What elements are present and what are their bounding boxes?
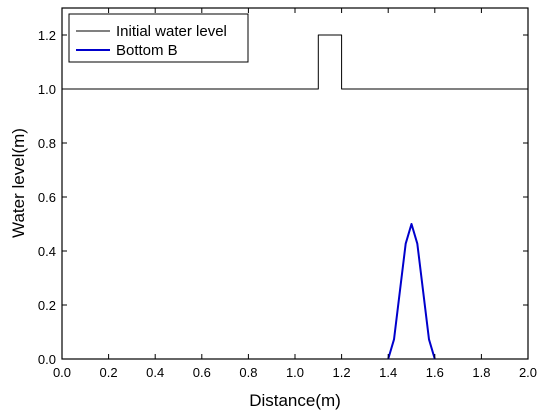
y-tick-label: 0.8	[38, 136, 56, 151]
legend-label-initial-water-level: Initial water level	[116, 23, 227, 40]
x-axis-title: Distance(m)	[249, 391, 341, 410]
x-tick-label: 0.8	[239, 365, 257, 380]
x-tick-label: 1.2	[333, 365, 351, 380]
x-tick-label: 1.8	[472, 365, 490, 380]
legend: Initial water level Bottom B	[68, 13, 249, 63]
y-tick-label: 0.2	[38, 298, 56, 313]
x-axis-ticks: 0.0 0.2 0.4 0.6 0.8 1.0 1.2 1.4 1.6 1.8 2.0	[53, 8, 537, 380]
series-line-bottom-b	[387, 223, 436, 360]
x-tick-label: 2.0	[519, 365, 537, 380]
y-axis-title: Water level(m)	[9, 128, 28, 238]
y-tick-label: 0.0	[38, 352, 56, 367]
legend-box	[68, 13, 249, 63]
series-layer	[62, 34, 528, 360]
y-tick-label: 0.4	[38, 244, 56, 259]
x-tick-label: 1.6	[426, 365, 444, 380]
x-tick-label: 0.4	[146, 365, 164, 380]
x-tick-label: 0.0	[53, 365, 71, 380]
series-line-initial-water-level	[62, 34, 528, 90]
x-tick-label: 0.2	[100, 365, 118, 380]
x-tick-label: 0.6	[193, 365, 211, 380]
x-tick-label: 1.0	[286, 365, 304, 380]
x-tick-label: 1.4	[379, 365, 397, 380]
y-tick-label: 1.0	[38, 82, 56, 97]
y-tick-label: 1.2	[38, 28, 56, 43]
y-tick-label: 0.6	[38, 190, 56, 205]
legend-label-bottom-b: Bottom B	[116, 42, 178, 59]
y-axis-ticks: 0.0 0.2 0.4 0.6 0.8 1.0 1.2	[38, 28, 528, 367]
